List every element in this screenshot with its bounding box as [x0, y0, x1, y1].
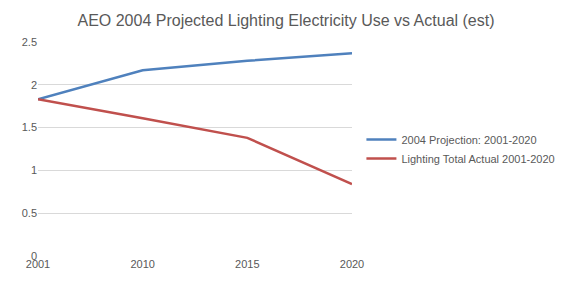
svg-text:2: 2 [31, 79, 37, 91]
svg-text:2004 Projection: 2001-2020: 2004 Projection: 2001-2020 [401, 134, 536, 146]
svg-text:2.5: 2.5 [22, 36, 37, 48]
svg-text:AEO 2004 Projected Lighting El: AEO 2004 Projected Lighting Electricity … [77, 12, 494, 29]
svg-text:2015: 2015 [235, 258, 259, 270]
svg-text:2010: 2010 [130, 258, 154, 270]
svg-text:1: 1 [31, 164, 37, 176]
svg-text:0.5: 0.5 [22, 207, 37, 219]
svg-text:Lighting Total Actual 2001-202: Lighting Total Actual 2001-2020 [401, 153, 554, 165]
svg-text:0: 0 [31, 250, 37, 262]
svg-text:1.5: 1.5 [22, 121, 37, 133]
svg-text:2020: 2020 [340, 258, 364, 270]
svg-text:2001: 2001 [26, 258, 50, 270]
